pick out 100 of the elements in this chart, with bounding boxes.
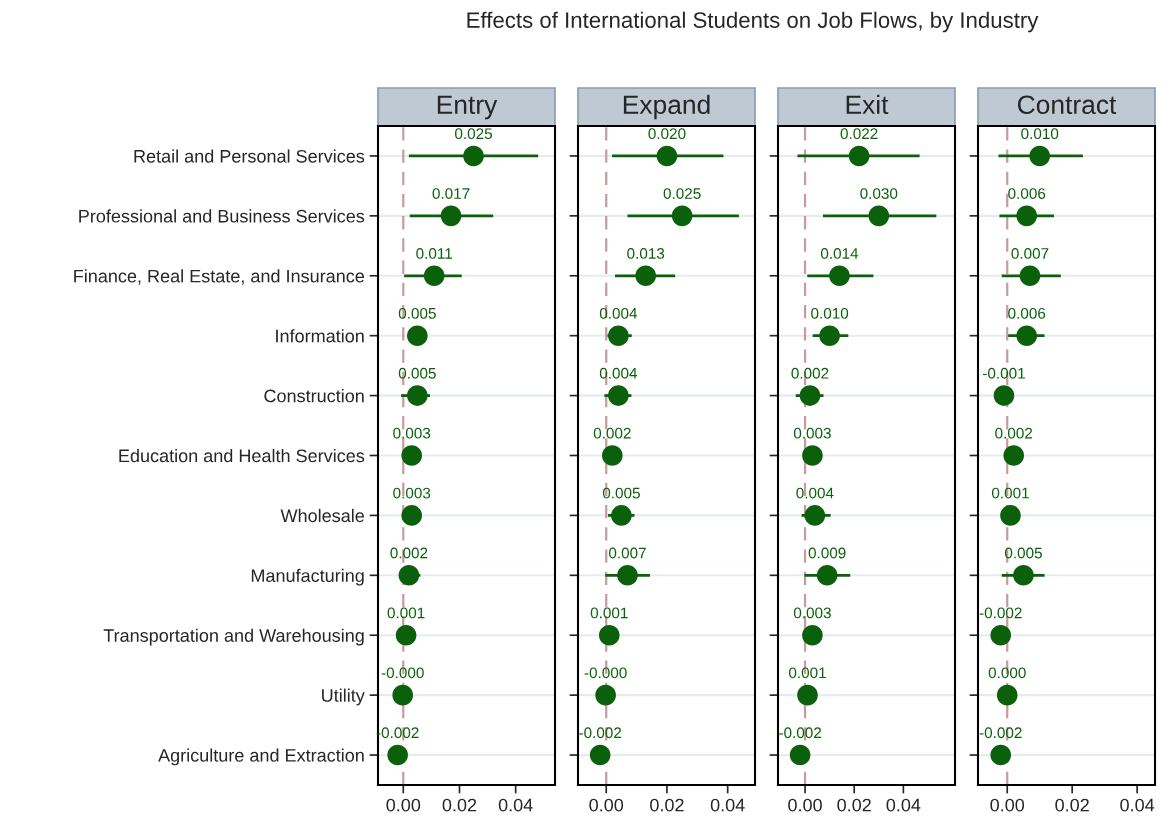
point: [407, 385, 428, 406]
point: [398, 565, 420, 586]
data-label: 0.022: [840, 128, 878, 140]
y-tick-label: Finance, Real Estate, and Insurance: [74, 269, 365, 285]
x-tick-label: 0.04: [1120, 798, 1155, 812]
point: [608, 325, 629, 346]
x-tick-label: 0.04: [710, 798, 745, 812]
point: [656, 145, 678, 167]
point: [990, 624, 1012, 646]
y-tick-label: Education and Health Services: [119, 448, 365, 463]
x-tick-label: 0.00: [386, 798, 421, 812]
point: [816, 565, 838, 586]
data-label: -0.002: [979, 727, 1022, 739]
point: [387, 744, 408, 766]
data-label: -0.001: [983, 367, 1025, 379]
data-label: 0.002: [791, 367, 829, 379]
data-label: 0.003: [793, 427, 831, 439]
point: [617, 565, 638, 586]
point: [463, 145, 484, 167]
point: [802, 445, 823, 466]
point: [407, 325, 428, 346]
y-tick-label: Information: [276, 329, 364, 343]
data-label: 0.000: [988, 667, 1026, 679]
y-tick-label: Transportation and Warehousing: [103, 628, 364, 646]
data-label: 0.001: [590, 607, 628, 619]
data-label: 0.009: [808, 547, 846, 559]
data-label: 0.002: [390, 547, 428, 559]
y-tick-label: Agriculture and Extraction: [158, 748, 364, 766]
point: [595, 684, 616, 706]
point: [990, 744, 1012, 766]
x-tick-label: 0.00: [589, 798, 624, 812]
data-label: 0.003: [393, 427, 431, 439]
data-label: 0.004: [599, 307, 638, 319]
point: [440, 205, 462, 227]
chart-title: Expand: [623, 94, 710, 120]
y-tick-label: Manufacturing: [251, 568, 364, 586]
point: [395, 624, 417, 646]
point: [635, 265, 656, 287]
point: [611, 505, 632, 526]
point: [802, 624, 823, 646]
point: [819, 325, 840, 346]
point: [1029, 145, 1051, 167]
data-label: -0.002: [779, 727, 822, 739]
data-label: 0.001: [991, 487, 1029, 499]
data-label: 0.001: [387, 607, 425, 619]
data-label: 0.004: [796, 487, 834, 499]
point: [797, 684, 818, 706]
point: [993, 385, 1015, 406]
data-label: 0.006: [1008, 188, 1046, 199]
point: [996, 684, 1018, 706]
data-label: 0.005: [1004, 547, 1042, 559]
data-label: 0.006: [1008, 307, 1046, 319]
y-tick-label: Wholesale: [280, 508, 365, 523]
chart-title: Exit: [846, 94, 889, 115]
x-tick-label: 0.02: [1055, 798, 1089, 812]
x-tick-label: 0.02: [837, 798, 871, 812]
data-label: 0.001: [788, 667, 826, 679]
x-tick-label: 0.04: [498, 798, 533, 812]
point: [589, 744, 611, 766]
point: [789, 744, 811, 766]
point: [804, 505, 826, 526]
data-label: -0.000: [584, 667, 627, 679]
point: [598, 624, 620, 646]
data-label: 0.025: [663, 188, 701, 199]
data-label: 0.005: [398, 367, 436, 379]
x-tick-label: 0.00: [788, 798, 822, 812]
data-label: 0.002: [593, 427, 631, 439]
data-label: 0.007: [608, 547, 646, 559]
point: [671, 205, 693, 227]
data-label: 0.030: [860, 188, 898, 199]
point: [1016, 325, 1038, 346]
point: [848, 145, 870, 167]
data-label: 0.010: [1021, 128, 1059, 140]
data-label: 0.013: [627, 248, 665, 259]
point: [1003, 445, 1025, 466]
y-tick-label: Utility: [322, 688, 365, 706]
y-tick-label: Professional and Business Services: [79, 209, 365, 223]
data-label: 0.011: [416, 248, 452, 259]
data-label: 0.004: [599, 367, 638, 379]
data-label: 0.025: [455, 128, 492, 140]
data-label: 0.005: [398, 307, 436, 319]
y-tick-label: Construction: [264, 389, 364, 403]
point: [602, 445, 623, 466]
point: [1016, 205, 1038, 227]
x-tick-label: 0.02: [650, 798, 684, 812]
data-label: -0.002: [579, 727, 622, 739]
data-label: 0.020: [648, 128, 686, 140]
data-label: 0.007: [1011, 248, 1049, 259]
chart-title: Entry: [437, 95, 498, 120]
text: Effects of International Students on Job Flows, by Industry: [467, 11, 1039, 33]
point: [608, 385, 629, 406]
data-label: 0.005: [602, 487, 640, 499]
data-label: 0.002: [995, 427, 1033, 439]
point: [1019, 265, 1041, 287]
point: [392, 684, 414, 706]
x-tick-label: 0.02: [442, 798, 477, 812]
data-label: 0.003: [393, 487, 431, 499]
y-tick-label: Retail and Personal Services: [134, 149, 365, 163]
point: [829, 265, 850, 287]
point: [1013, 565, 1034, 586]
